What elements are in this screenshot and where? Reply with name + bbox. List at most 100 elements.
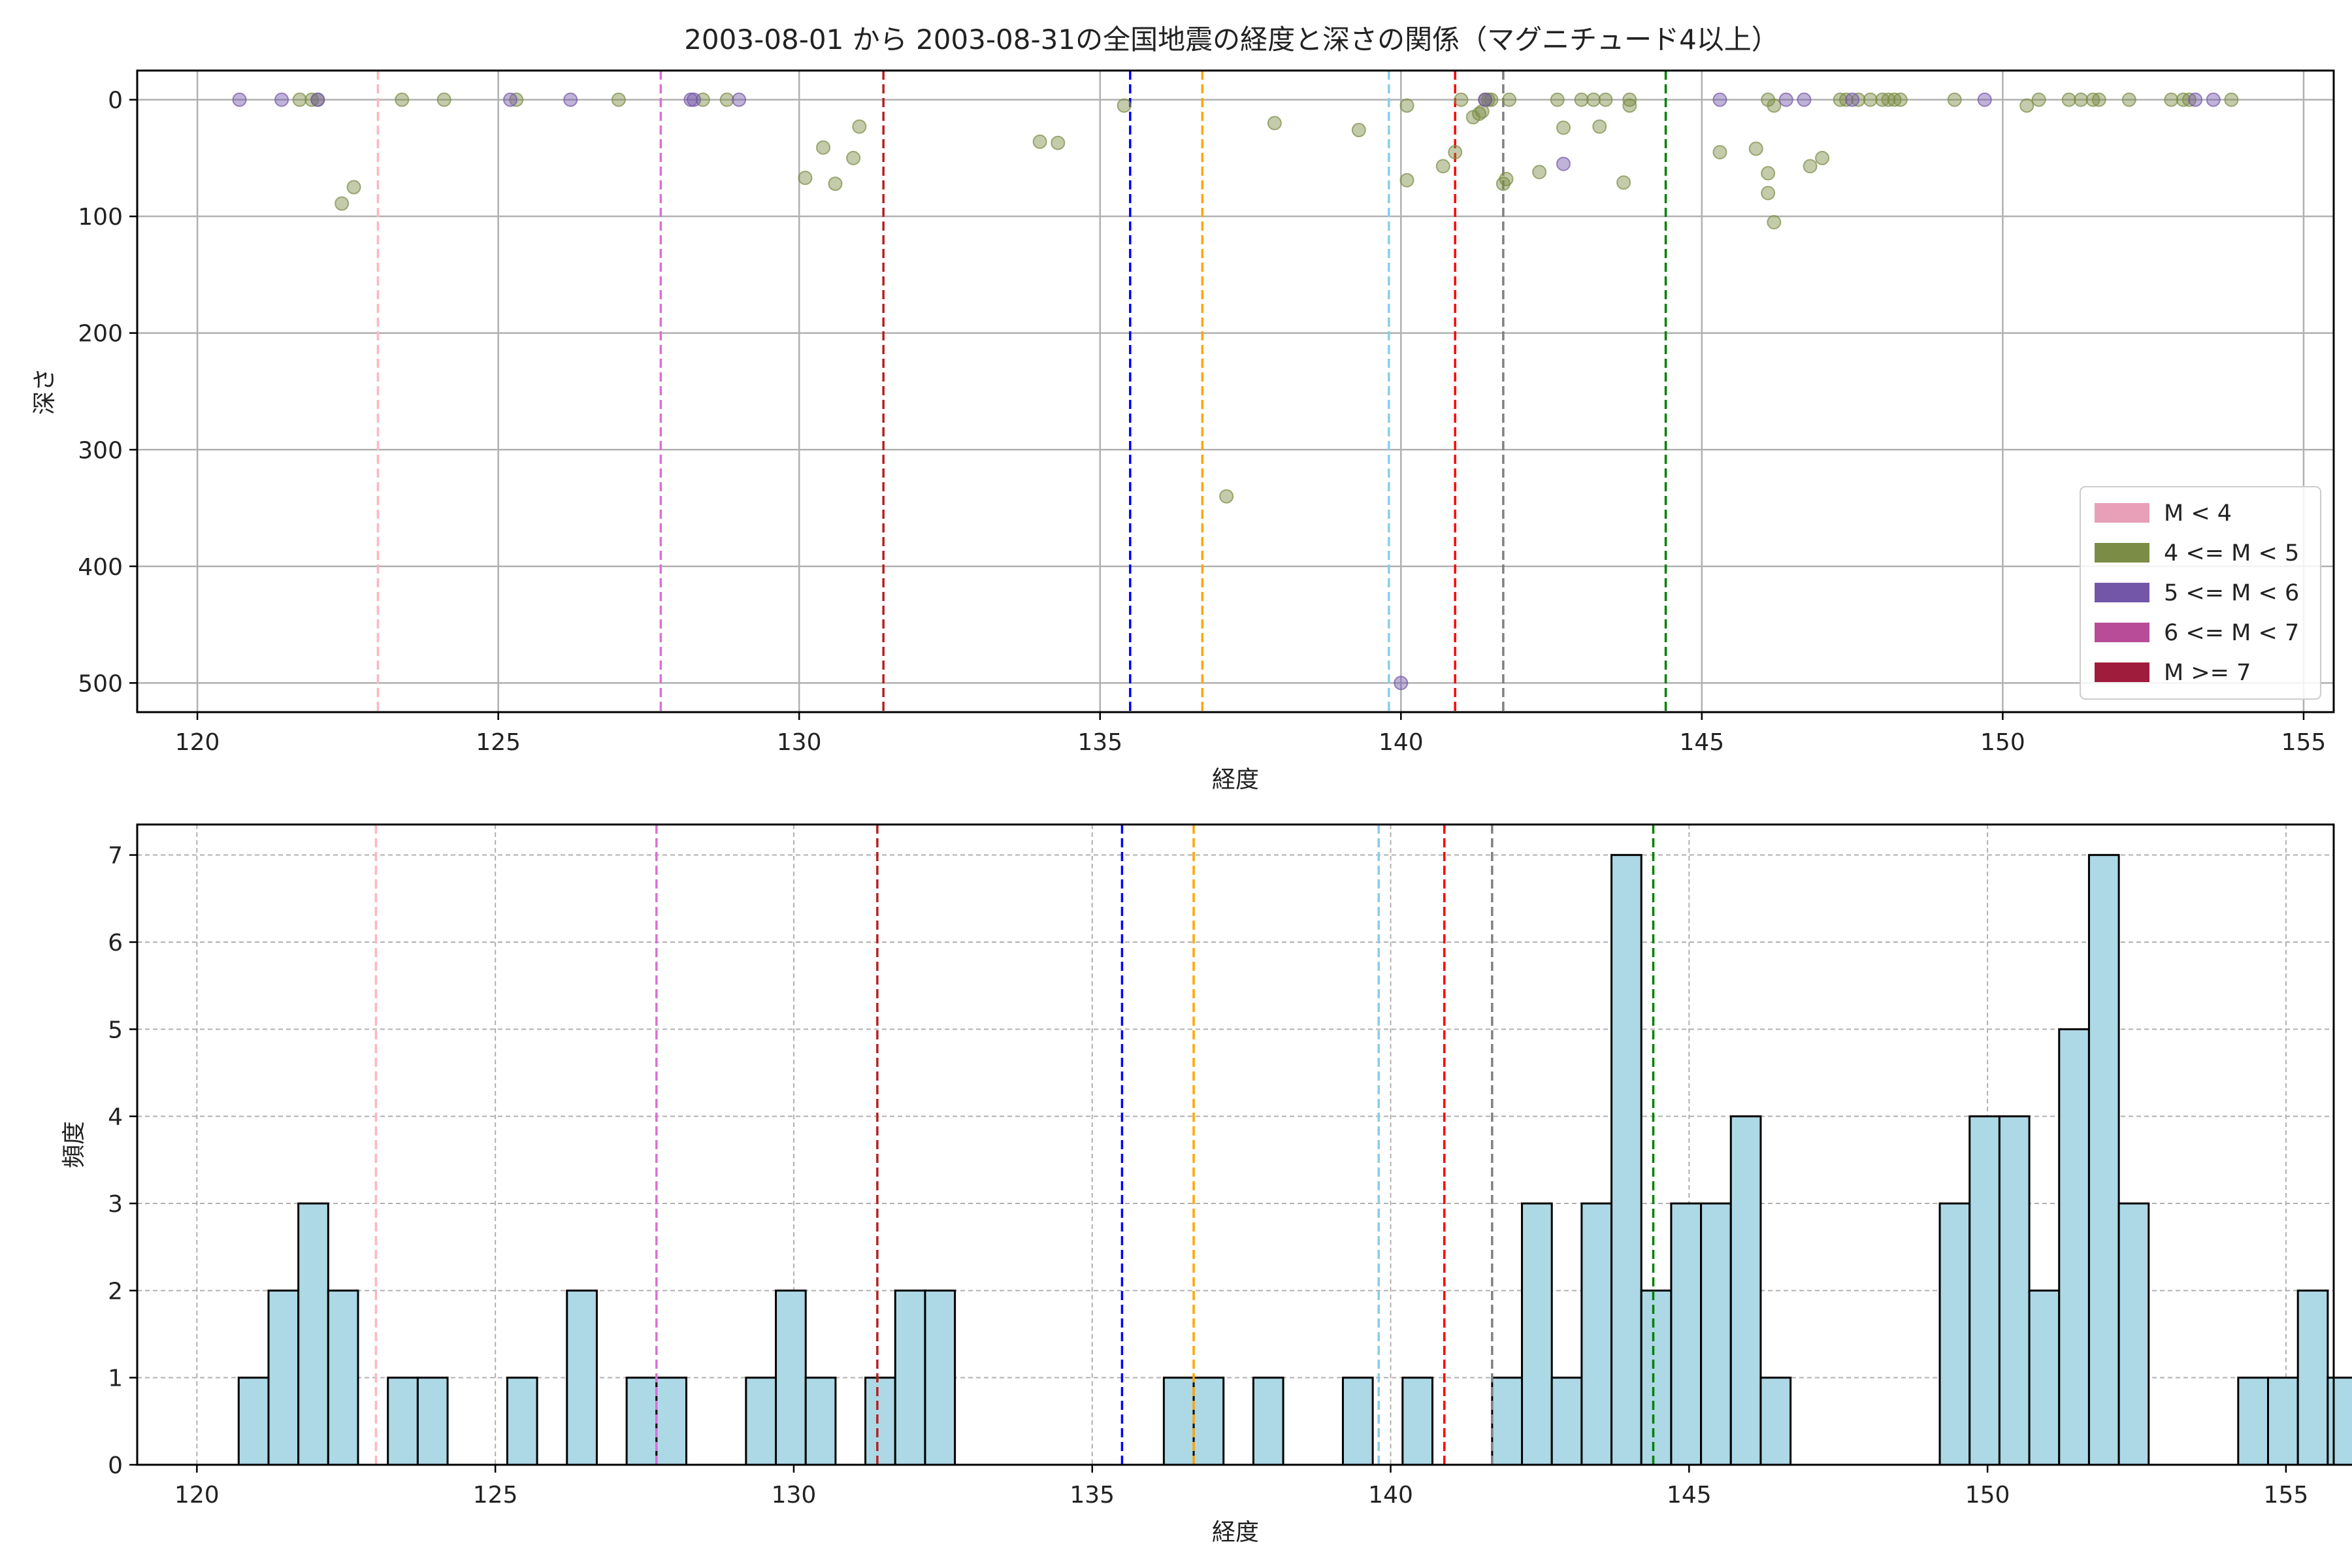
histogram-y-tick-label: 1 bbox=[108, 1365, 123, 1392]
histogram-bar bbox=[2028, 1289, 2061, 1466]
histogram-bar bbox=[506, 1377, 538, 1466]
legend-label: 6 <= M < 7 bbox=[2164, 620, 2299, 646]
scatter-point bbox=[1032, 134, 1047, 149]
scatter-point bbox=[2206, 92, 2221, 107]
scatter-point bbox=[2074, 92, 2089, 107]
scatter-point bbox=[1399, 172, 1414, 188]
scatter-reference-lines bbox=[376, 71, 1667, 712]
histogram-y-tick-label: 2 bbox=[108, 1278, 123, 1305]
scatter-x-tick-label: 120 bbox=[175, 729, 220, 756]
histogram-bar bbox=[1401, 1377, 1433, 1466]
scatter-x-axis-label: 経度 bbox=[1212, 766, 1259, 793]
histogram-bar bbox=[566, 1289, 598, 1466]
scatter-point bbox=[1574, 92, 1589, 107]
histogram-bar bbox=[1729, 1115, 1762, 1466]
legend-swatch bbox=[2095, 623, 2149, 642]
scatter-point bbox=[732, 92, 747, 107]
scatter-point bbox=[1435, 159, 1450, 174]
scatter-point bbox=[1748, 141, 1763, 156]
scatter-point bbox=[1778, 92, 1793, 107]
legend-swatch bbox=[2095, 583, 2149, 602]
histogram-bar bbox=[1998, 1115, 2031, 1466]
scatter-y-tick-label: 400 bbox=[78, 554, 123, 581]
scatter-point bbox=[1502, 92, 1517, 107]
histogram-bar bbox=[655, 1377, 688, 1466]
histogram-bar bbox=[924, 1289, 956, 1466]
histogram-x-tick-label: 140 bbox=[1368, 1482, 1413, 1509]
scatter-point bbox=[1977, 92, 1992, 107]
histogram-bar bbox=[2327, 1377, 2352, 1466]
histogram-bar bbox=[297, 1202, 329, 1466]
histogram-bar bbox=[894, 1289, 926, 1466]
histogram-y-ticks: 0 1 2 3 4 5 6 7 bbox=[108, 843, 137, 1479]
histogram-bar bbox=[2267, 1377, 2299, 1466]
histogram-bar bbox=[387, 1377, 419, 1466]
legend-swatch bbox=[2095, 543, 2149, 563]
scatter-point bbox=[846, 150, 861, 165]
scatter-y-tick-label: 300 bbox=[78, 437, 123, 464]
histogram-bar bbox=[327, 1289, 359, 1466]
scatter-point bbox=[1797, 92, 1812, 107]
histogram-bar bbox=[1968, 1115, 2001, 1466]
scatter-point bbox=[1454, 92, 1469, 107]
scatter-point bbox=[1586, 92, 1601, 107]
histogram-x-tick-label: 135 bbox=[1070, 1482, 1115, 1509]
scatter-x-tick-label: 135 bbox=[1077, 729, 1122, 756]
histogram-bar bbox=[1341, 1377, 1374, 1466]
histogram-bar bbox=[2296, 1289, 2329, 1466]
histogram-bar bbox=[2087, 854, 2120, 1466]
legend-label: M >= 7 bbox=[2164, 660, 2251, 686]
histogram-y-tick-label: 4 bbox=[108, 1104, 123, 1131]
scatter-point bbox=[1532, 165, 1547, 180]
scatter-point bbox=[274, 92, 289, 107]
scatter-point bbox=[1845, 92, 1860, 107]
scatter-y-tick-label: 200 bbox=[78, 321, 123, 348]
scatter-point bbox=[1478, 92, 1493, 107]
histogram-x-ticks: 120 125 130 135 140 145 150 155 bbox=[174, 1465, 2308, 1509]
scatter-x-tick-label: 130 bbox=[777, 729, 822, 756]
histogram-bar bbox=[745, 1377, 777, 1466]
scatter-point bbox=[395, 92, 410, 107]
scatter-point bbox=[687, 92, 702, 107]
histogram-bar bbox=[1700, 1202, 1732, 1466]
scatter-point bbox=[2188, 92, 2203, 107]
histogram-bar bbox=[1610, 854, 1642, 1466]
scatter-point bbox=[1598, 92, 1613, 107]
histogram-reference-lines bbox=[374, 825, 1655, 1465]
scatter-point bbox=[611, 92, 626, 107]
histogram-plot-frame bbox=[136, 823, 2335, 1466]
scatter-point bbox=[1556, 156, 1571, 171]
scatter-point bbox=[1863, 92, 1878, 107]
scatter-point bbox=[1499, 172, 1514, 187]
scatter-x-tick-label: 155 bbox=[2281, 729, 2327, 756]
scatter-point bbox=[1267, 116, 1282, 131]
legend-box bbox=[2080, 486, 2321, 700]
legend-swatch bbox=[2095, 662, 2149, 682]
histogram-bar bbox=[237, 1377, 270, 1466]
scatter-legend: M < 4 4 <= M < 5 5 <= M < 6 6 <= M < 7 M >= … bbox=[2080, 486, 2321, 700]
histogram-bar bbox=[1162, 1377, 1195, 1466]
histogram-bar bbox=[1640, 1289, 1673, 1466]
scatter-point bbox=[1761, 92, 1776, 107]
scatter-point bbox=[346, 180, 361, 195]
histogram-bar bbox=[1759, 1377, 1792, 1466]
histogram-y-tick-label: 7 bbox=[108, 843, 123, 870]
scatter-point bbox=[1399, 98, 1414, 113]
scatter-point bbox=[1761, 186, 1776, 201]
scatter-y-ticks: 0 100 200 300 400 500 bbox=[78, 88, 137, 697]
legend-label: 5 <= M < 6 bbox=[2164, 580, 2299, 606]
scatter-point bbox=[1592, 119, 1607, 134]
histogram-x-tick-label: 120 bbox=[174, 1482, 220, 1509]
scatter-points bbox=[232, 92, 2239, 691]
scatter-point bbox=[1556, 120, 1571, 135]
scatter-y-tick-label: 0 bbox=[108, 88, 123, 114]
scatter-point bbox=[1117, 98, 1132, 113]
scatter-point bbox=[503, 92, 518, 107]
scatter-y-axis-label: 深さ bbox=[31, 368, 58, 415]
scatter-point bbox=[1712, 144, 1727, 159]
scatter-point bbox=[2031, 92, 2046, 107]
histogram-x-tick-label: 155 bbox=[2264, 1482, 2309, 1509]
histogram-x-axis-label: 経度 bbox=[1212, 1519, 1259, 1546]
histogram-bar bbox=[1491, 1377, 1524, 1466]
